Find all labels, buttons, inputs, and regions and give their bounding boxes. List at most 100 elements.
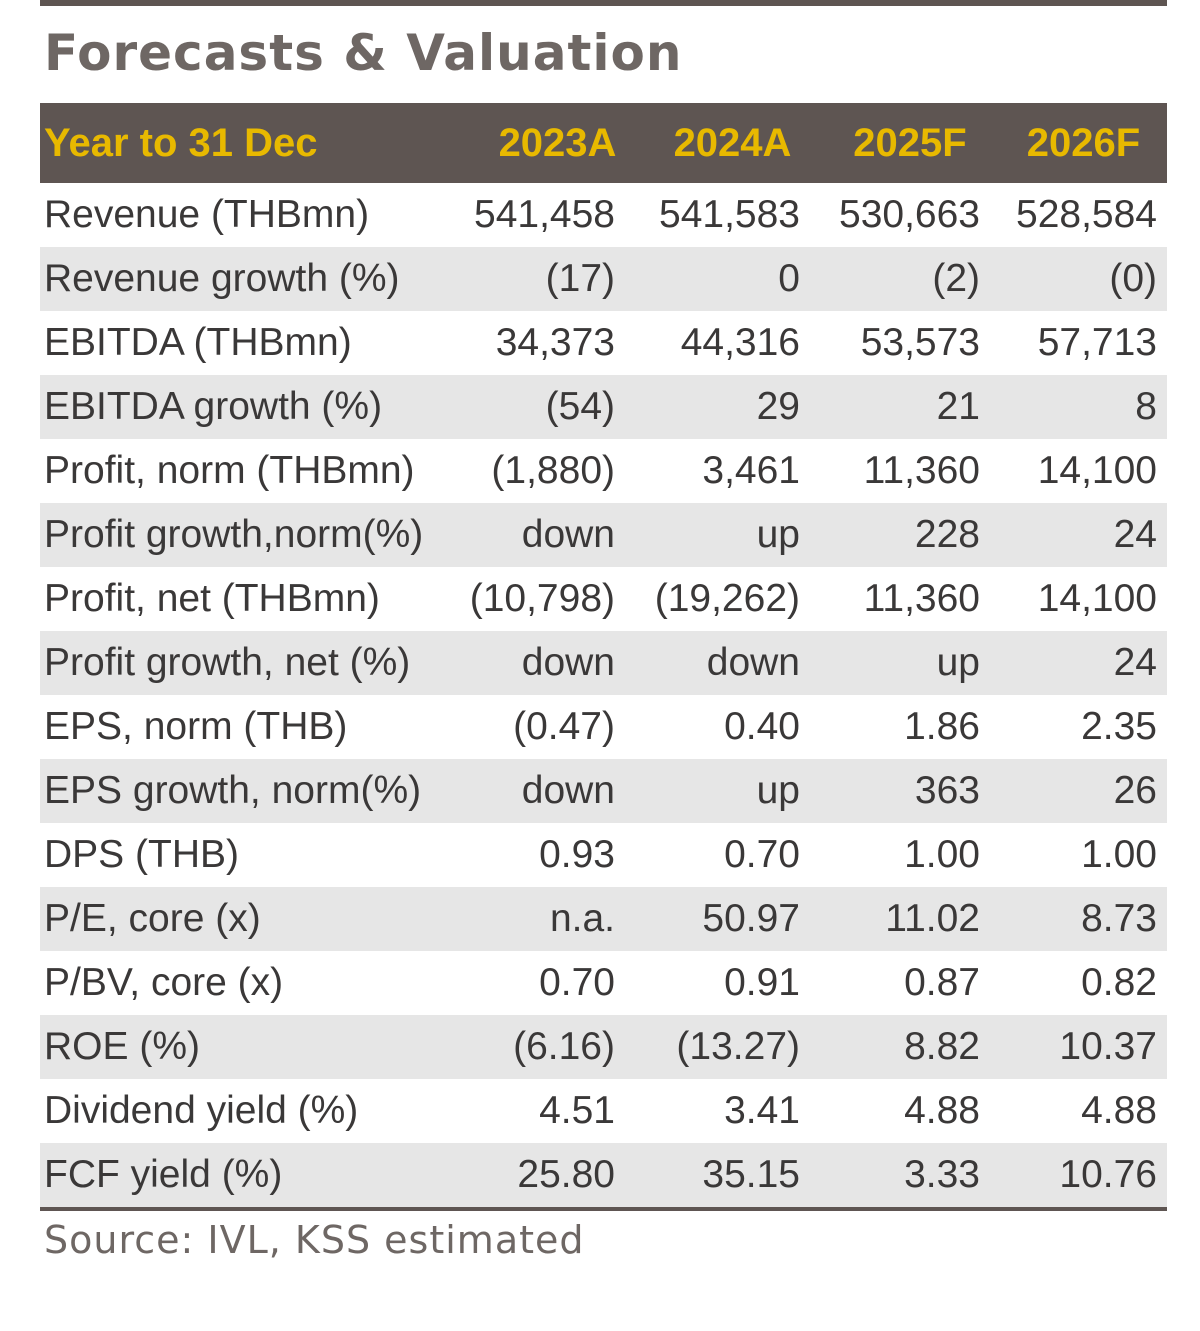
- row-value: down: [521, 641, 615, 684]
- row-label: Revenue (THBmn): [44, 193, 370, 236]
- row-value: 50.97: [702, 897, 800, 940]
- row-value: 8.82: [904, 1025, 980, 1068]
- row-value: 0.70: [539, 961, 615, 1004]
- header-cell-2024a: 2024A: [673, 120, 792, 165]
- row-value: 0: [778, 257, 800, 300]
- table-row: EPS growth, norm(%) down up 363 26: [40, 759, 1167, 823]
- row-value: 0.40: [724, 705, 800, 748]
- row-label: EBITDA growth (%): [44, 385, 383, 428]
- row-value: 1.00: [904, 833, 980, 876]
- row-label: Profit, norm (THBmn): [44, 449, 415, 492]
- forecast-table: Year to 31 Dec 2023A 2024A 2025F 2026F R…: [40, 103, 1167, 1211]
- row-value: down: [521, 513, 615, 556]
- row-value: 10.76: [1059, 1153, 1157, 1196]
- row-value: 363: [914, 769, 980, 812]
- row-value: 8.73: [1081, 897, 1157, 940]
- table-row: ROE (%) (6.16) (13.27) 8.82 10.37: [40, 1015, 1167, 1079]
- row-value: up: [936, 641, 980, 684]
- header-cell-2023a: 2023A: [498, 120, 617, 165]
- row-value: 11,360: [863, 577, 980, 620]
- row-value: 34,373: [495, 321, 615, 364]
- row-value: (6.16): [513, 1025, 615, 1068]
- row-label: P/E, core (x): [44, 897, 261, 940]
- row-value: 3.41: [724, 1089, 800, 1132]
- row-label: EPS growth, norm(%): [44, 769, 422, 812]
- source-note: Source: IVL, KSS estimated: [44, 1218, 585, 1262]
- row-label: Revenue growth (%): [44, 257, 400, 300]
- row-value: (0): [1109, 257, 1157, 300]
- header-cell-2025f: 2025F: [853, 120, 967, 165]
- table-body: Revenue (THBmn) 541,458 541,583 530,663 528,…: [40, 183, 1167, 1207]
- table-row: Profit, norm (THBmn) (1,880) 3,461 11,360 14…: [40, 439, 1167, 503]
- row-value: 10.37: [1059, 1025, 1157, 1068]
- table-row: DPS (THB) 0.93 0.70 1.00 1.00: [40, 823, 1167, 887]
- row-value: 541,458: [474, 193, 615, 236]
- row-value: 228: [914, 513, 980, 556]
- row-value: 14,100: [1037, 577, 1157, 620]
- table-row: EPS, norm (THB) (0.47) 0.40 1.86 2.35: [40, 695, 1167, 759]
- row-value: n.a.: [549, 897, 615, 940]
- table-row: Profit growth,norm(%) down up 228 24: [40, 503, 1167, 567]
- row-value: 25.80: [517, 1153, 615, 1196]
- row-value: 11,360: [863, 449, 980, 492]
- row-value: 4.88: [1081, 1089, 1157, 1132]
- row-value: (17): [545, 257, 615, 300]
- row-label: Profit growth,norm(%): [44, 513, 424, 556]
- row-value: 26: [1113, 769, 1157, 812]
- row-label: ROE (%): [44, 1025, 200, 1068]
- row-value: (54): [545, 385, 615, 428]
- row-value: 0.70: [724, 833, 800, 876]
- table-header-row: Year to 31 Dec 2023A 2024A 2025F 2026F: [40, 103, 1167, 183]
- row-value: (1,880): [491, 449, 615, 492]
- row-label: DPS (THB): [44, 833, 239, 876]
- row-value: (10,798): [469, 577, 615, 620]
- row-value: down: [521, 769, 615, 812]
- table-row: Profit growth, net (%) down down up 24: [40, 631, 1167, 695]
- row-value: 53,573: [860, 321, 980, 364]
- row-value: 541,583: [659, 193, 800, 236]
- row-label: Dividend yield (%): [44, 1089, 359, 1132]
- row-value: 4.88: [904, 1089, 980, 1132]
- row-value: 4.51: [539, 1089, 615, 1132]
- table-row: EBITDA (THBmn) 34,373 44,316 53,573 57,713: [40, 311, 1167, 375]
- row-value: up: [756, 513, 800, 556]
- top-rule: [40, 0, 1167, 6]
- table-row: P/BV, core (x) 0.70 0.91 0.87 0.82: [40, 951, 1167, 1015]
- row-value: 29: [756, 385, 800, 428]
- row-value: down: [706, 641, 800, 684]
- row-value: 14,100: [1037, 449, 1157, 492]
- row-value: (0.47): [513, 705, 615, 748]
- table-row: P/E, core (x) n.a. 50.97 11.02 8.73: [40, 887, 1167, 951]
- row-label: Profit, net (THBmn): [44, 577, 380, 620]
- table-row: Profit, net (THBmn) (10,798) (19,262) 11,36…: [40, 567, 1167, 631]
- row-value: 24: [1113, 641, 1157, 684]
- row-value: 2.35: [1081, 705, 1157, 748]
- row-value: 35.15: [702, 1153, 800, 1196]
- table-row: Dividend yield (%) 4.51 3.41 4.88 4.88: [40, 1079, 1167, 1143]
- row-value: (13.27): [676, 1025, 800, 1068]
- page-title: Forecasts & Valuation: [44, 24, 683, 82]
- row-value: up: [756, 769, 800, 812]
- row-value: 3.33: [904, 1153, 980, 1196]
- row-label: EPS, norm (THB): [44, 705, 348, 748]
- row-value: 24: [1113, 513, 1157, 556]
- row-label: Profit growth, net (%): [44, 641, 411, 684]
- row-label: P/BV, core (x): [44, 961, 284, 1004]
- table-row: Revenue (THBmn) 541,458 541,583 530,663 528,…: [40, 183, 1167, 247]
- row-value: 528,584: [1016, 193, 1157, 236]
- header-cell-period: Year to 31 Dec: [44, 120, 318, 165]
- row-value: 8: [1135, 385, 1157, 428]
- row-value: 3,461: [702, 449, 800, 492]
- table-row: EBITDA growth (%) (54) 29 21 8: [40, 375, 1167, 439]
- row-value: 11.02: [885, 897, 980, 940]
- row-value: 57,713: [1037, 321, 1157, 364]
- row-value: 1.00: [1081, 833, 1157, 876]
- row-value: 0.82: [1081, 961, 1157, 1004]
- row-value: 44,316: [680, 321, 800, 364]
- row-value: 0.87: [904, 961, 980, 1004]
- row-value: 21: [936, 385, 980, 428]
- row-label: EBITDA (THBmn): [44, 321, 352, 364]
- row-label: FCF yield (%): [44, 1153, 283, 1196]
- row-value: 530,663: [839, 193, 980, 236]
- table-row: FCF yield (%) 25.80 35.15 3.33 10.76: [40, 1143, 1167, 1207]
